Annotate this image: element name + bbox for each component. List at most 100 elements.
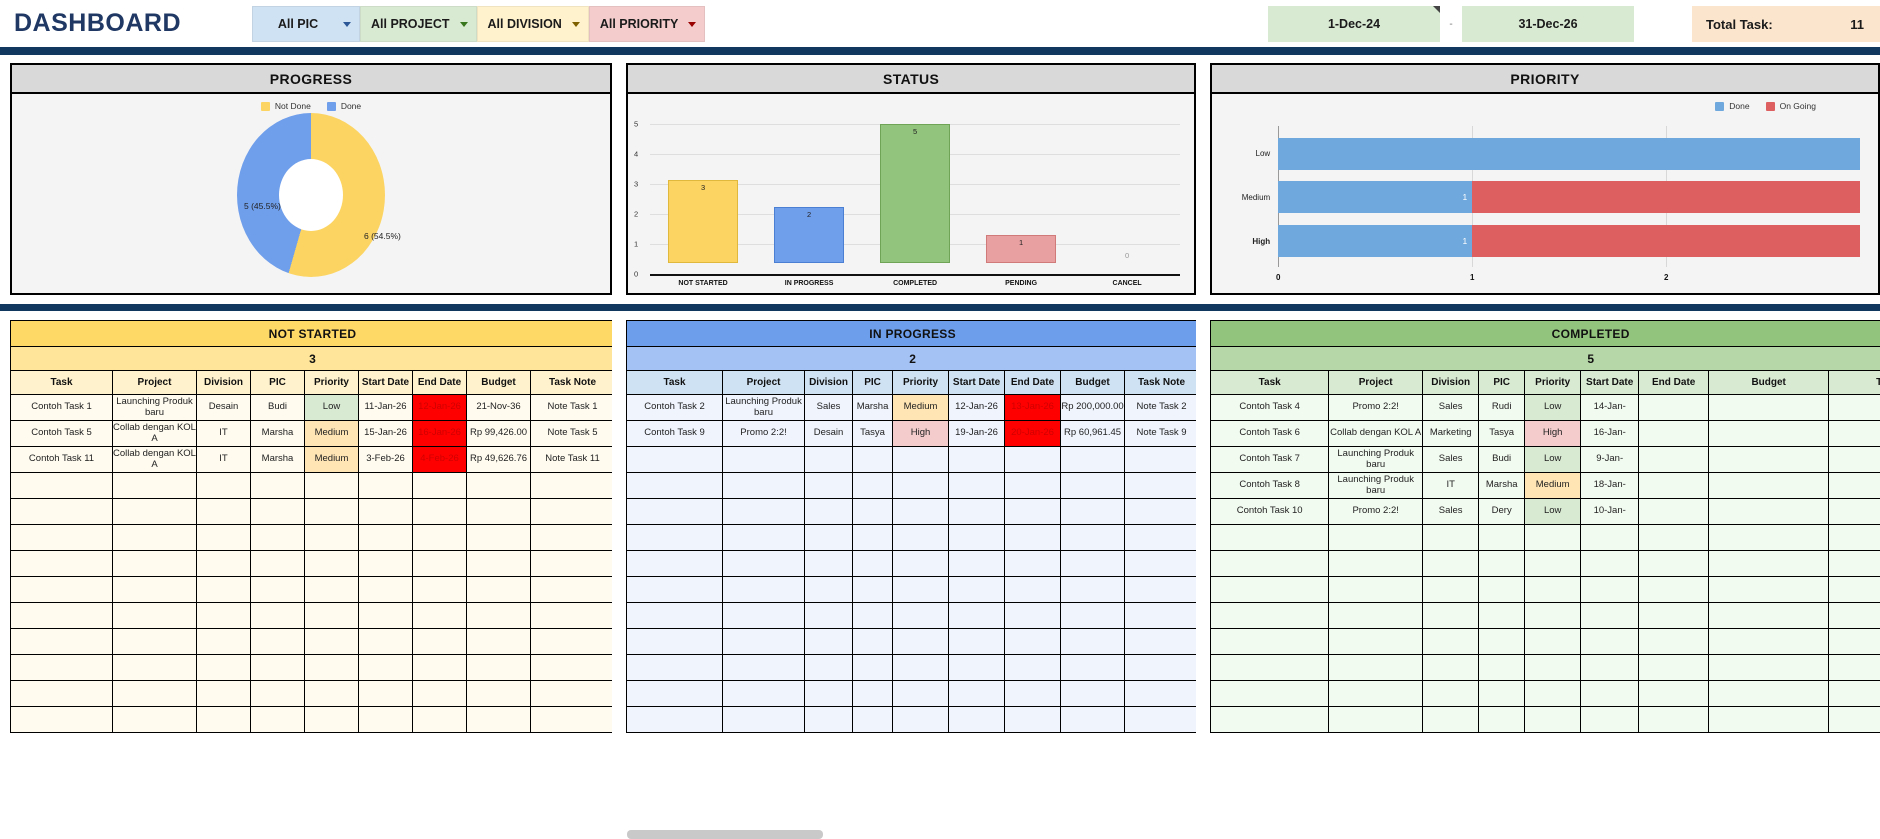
legend-item-on-going[interactable]: On Going xyxy=(1765,101,1816,111)
table-row-empty[interactable] xyxy=(10,602,613,629)
column-header-division[interactable]: Division xyxy=(196,370,251,395)
table-row-empty[interactable] xyxy=(626,446,1197,473)
column-header-task-note[interactable]: Task Note xyxy=(1124,370,1197,395)
table-row-empty[interactable] xyxy=(10,498,613,525)
column-header-budget[interactable]: Budget xyxy=(1060,370,1126,395)
table-row[interactable]: Contoh Task 7 Launching Produk baru Sales B… xyxy=(1210,446,1880,473)
bar-column[interactable]: 1 xyxy=(972,124,1070,263)
table-row-empty[interactable] xyxy=(1210,654,1880,681)
column-header-task[interactable]: Task xyxy=(10,370,113,395)
column-header-start-date[interactable]: Start Date xyxy=(948,370,1006,395)
bar-column[interactable]: 0 xyxy=(1078,124,1176,263)
table-row-empty[interactable] xyxy=(10,524,613,551)
column-header-start-date[interactable]: Start Date xyxy=(358,370,413,395)
column-header-task[interactable]: Task xyxy=(626,370,724,395)
date-to-field[interactable]: 31-Dec-26 xyxy=(1462,6,1634,42)
filter-project[interactable]: All PROJECT xyxy=(360,5,477,42)
segment-done[interactable]: 1 xyxy=(1278,181,1473,214)
column-header-project[interactable]: Project xyxy=(722,370,806,395)
column-header-pic[interactable]: PIC xyxy=(250,370,305,395)
bar-pending[interactable]: 1 xyxy=(986,235,1056,263)
filter-division[interactable]: All DIVISION xyxy=(476,5,589,42)
column-header-project[interactable]: Project xyxy=(112,370,197,395)
table-row-empty[interactable] xyxy=(1210,680,1880,707)
column-header-budget[interactable]: Budget xyxy=(466,370,531,395)
chevron-down-icon[interactable] xyxy=(688,21,697,27)
filter-pic[interactable]: All PIC xyxy=(252,5,360,42)
table-row-empty[interactable] xyxy=(10,472,613,499)
chevron-down-icon[interactable] xyxy=(343,21,351,27)
legend-item-done[interactable]: Done xyxy=(1715,101,1750,111)
table-row[interactable]: Contoh Task 5 Collab dengan KOL A IT Marsha… xyxy=(10,420,613,447)
table-row-empty[interactable] xyxy=(1210,576,1880,603)
table-row-empty[interactable] xyxy=(1210,628,1880,655)
column-header-priority[interactable]: Priority xyxy=(1524,370,1582,395)
legend-item-done[interactable]: Done xyxy=(326,101,361,111)
table-row[interactable]: Contoh Task 2 Launching Produk baru Sales M… xyxy=(626,394,1197,421)
bar-value: 2 xyxy=(806,210,812,220)
table-row-empty[interactable] xyxy=(626,550,1197,577)
column-header-division[interactable]: Division xyxy=(804,370,854,395)
table-row[interactable]: Contoh Task 4 Promo 2:2! Sales Rudi Low 14-Ja… xyxy=(1210,394,1880,421)
bar-not-started[interactable]: 3 xyxy=(668,179,738,263)
legend-item-not-done[interactable]: Not Done xyxy=(260,101,311,111)
column-header-priority[interactable]: Priority xyxy=(304,370,359,395)
table-row[interactable]: Contoh Task 10 Promo 2:2! Sales Dery Low 10-J… xyxy=(1210,498,1880,525)
table-row-empty[interactable] xyxy=(626,576,1197,603)
segment-on-going[interactable] xyxy=(1472,181,1861,214)
column-header-project[interactable]: Project xyxy=(1328,370,1424,395)
table-row-empty[interactable] xyxy=(626,706,1197,733)
table-row-empty[interactable] xyxy=(10,680,613,707)
table-row-empty[interactable] xyxy=(626,680,1197,707)
table-row-empty[interactable] xyxy=(10,550,613,577)
status-bar-chart: 5 4 3 2 1 0 3 xyxy=(628,120,1186,293)
segment-done[interactable] xyxy=(1278,137,1861,170)
table-row-empty[interactable] xyxy=(626,472,1197,499)
table-row-empty[interactable] xyxy=(10,576,613,603)
table-row-empty[interactable] xyxy=(1210,706,1880,733)
table-row-empty[interactable] xyxy=(10,654,613,681)
column-header-task-note[interactable]: Task Note xyxy=(529,370,613,395)
column-header-budget[interactable]: Budget xyxy=(1708,370,1830,395)
table-row[interactable]: Contoh Task 1 Launching Produk baru Desain… xyxy=(10,394,613,421)
bar-column[interactable]: 2 xyxy=(760,124,858,263)
column-header-pic[interactable]: PIC xyxy=(1478,370,1526,395)
segment-on-going[interactable] xyxy=(1472,225,1861,258)
table-row[interactable]: Contoh Task 8 Launching Produk baru IT Mars… xyxy=(1210,472,1880,499)
column-header-end-date[interactable]: End Date xyxy=(412,370,467,395)
chevron-down-icon[interactable] xyxy=(571,21,580,27)
table-row-empty[interactable] xyxy=(10,628,613,655)
table-row-empty[interactable] xyxy=(1210,524,1880,551)
table-row[interactable]: Contoh Task 6 Collab dengan KOL A Marketin… xyxy=(1210,420,1880,447)
table-row-empty[interactable] xyxy=(10,706,613,733)
bar-completed[interactable]: 5 xyxy=(880,124,950,263)
column-header-division[interactable]: Division xyxy=(1422,370,1480,395)
table-row-empty[interactable] xyxy=(1210,550,1880,577)
chevron-down-icon[interactable] xyxy=(459,21,468,27)
table-row-empty[interactable] xyxy=(1210,602,1880,629)
table-row[interactable]: Contoh Task 9 Promo 2:2! Desain Tasya High 19… xyxy=(626,420,1197,447)
table-row-empty[interactable] xyxy=(626,654,1197,681)
table-row-empty[interactable] xyxy=(626,524,1197,551)
bar-column[interactable]: 3 xyxy=(654,124,752,263)
segment-done[interactable]: 1 xyxy=(1278,225,1473,258)
bar-column[interactable]: 5 xyxy=(866,124,964,263)
table-row-empty[interactable] xyxy=(626,498,1197,525)
table-row-empty[interactable] xyxy=(626,628,1197,655)
donut-ring[interactable] xyxy=(237,113,386,277)
bar-in-progress[interactable]: 2 xyxy=(774,207,844,263)
table-row[interactable]: Contoh Task 11 Collab dengan KOL A IT Marsh… xyxy=(10,446,613,473)
column-header-pic[interactable]: PIC xyxy=(852,370,894,395)
cell-empty xyxy=(466,706,531,733)
priority-chart: Done On Going Low Medium xyxy=(1212,94,1878,293)
horizontal-scrollbar[interactable] xyxy=(627,830,823,839)
column-header-task-note[interactable]: Task Note xyxy=(1828,370,1880,395)
date-from-field[interactable]: 1-Dec-24 xyxy=(1268,6,1440,42)
column-header-task[interactable]: Task xyxy=(1210,370,1330,395)
column-header-end-date[interactable]: End Date xyxy=(1638,370,1710,395)
column-header-priority[interactable]: Priority xyxy=(892,370,950,395)
column-header-end-date[interactable]: End Date xyxy=(1004,370,1062,395)
column-header-start-date[interactable]: Start Date xyxy=(1580,370,1640,395)
table-row-empty[interactable] xyxy=(626,602,1197,629)
filter-priority[interactable]: All PRIORITY xyxy=(588,5,706,42)
